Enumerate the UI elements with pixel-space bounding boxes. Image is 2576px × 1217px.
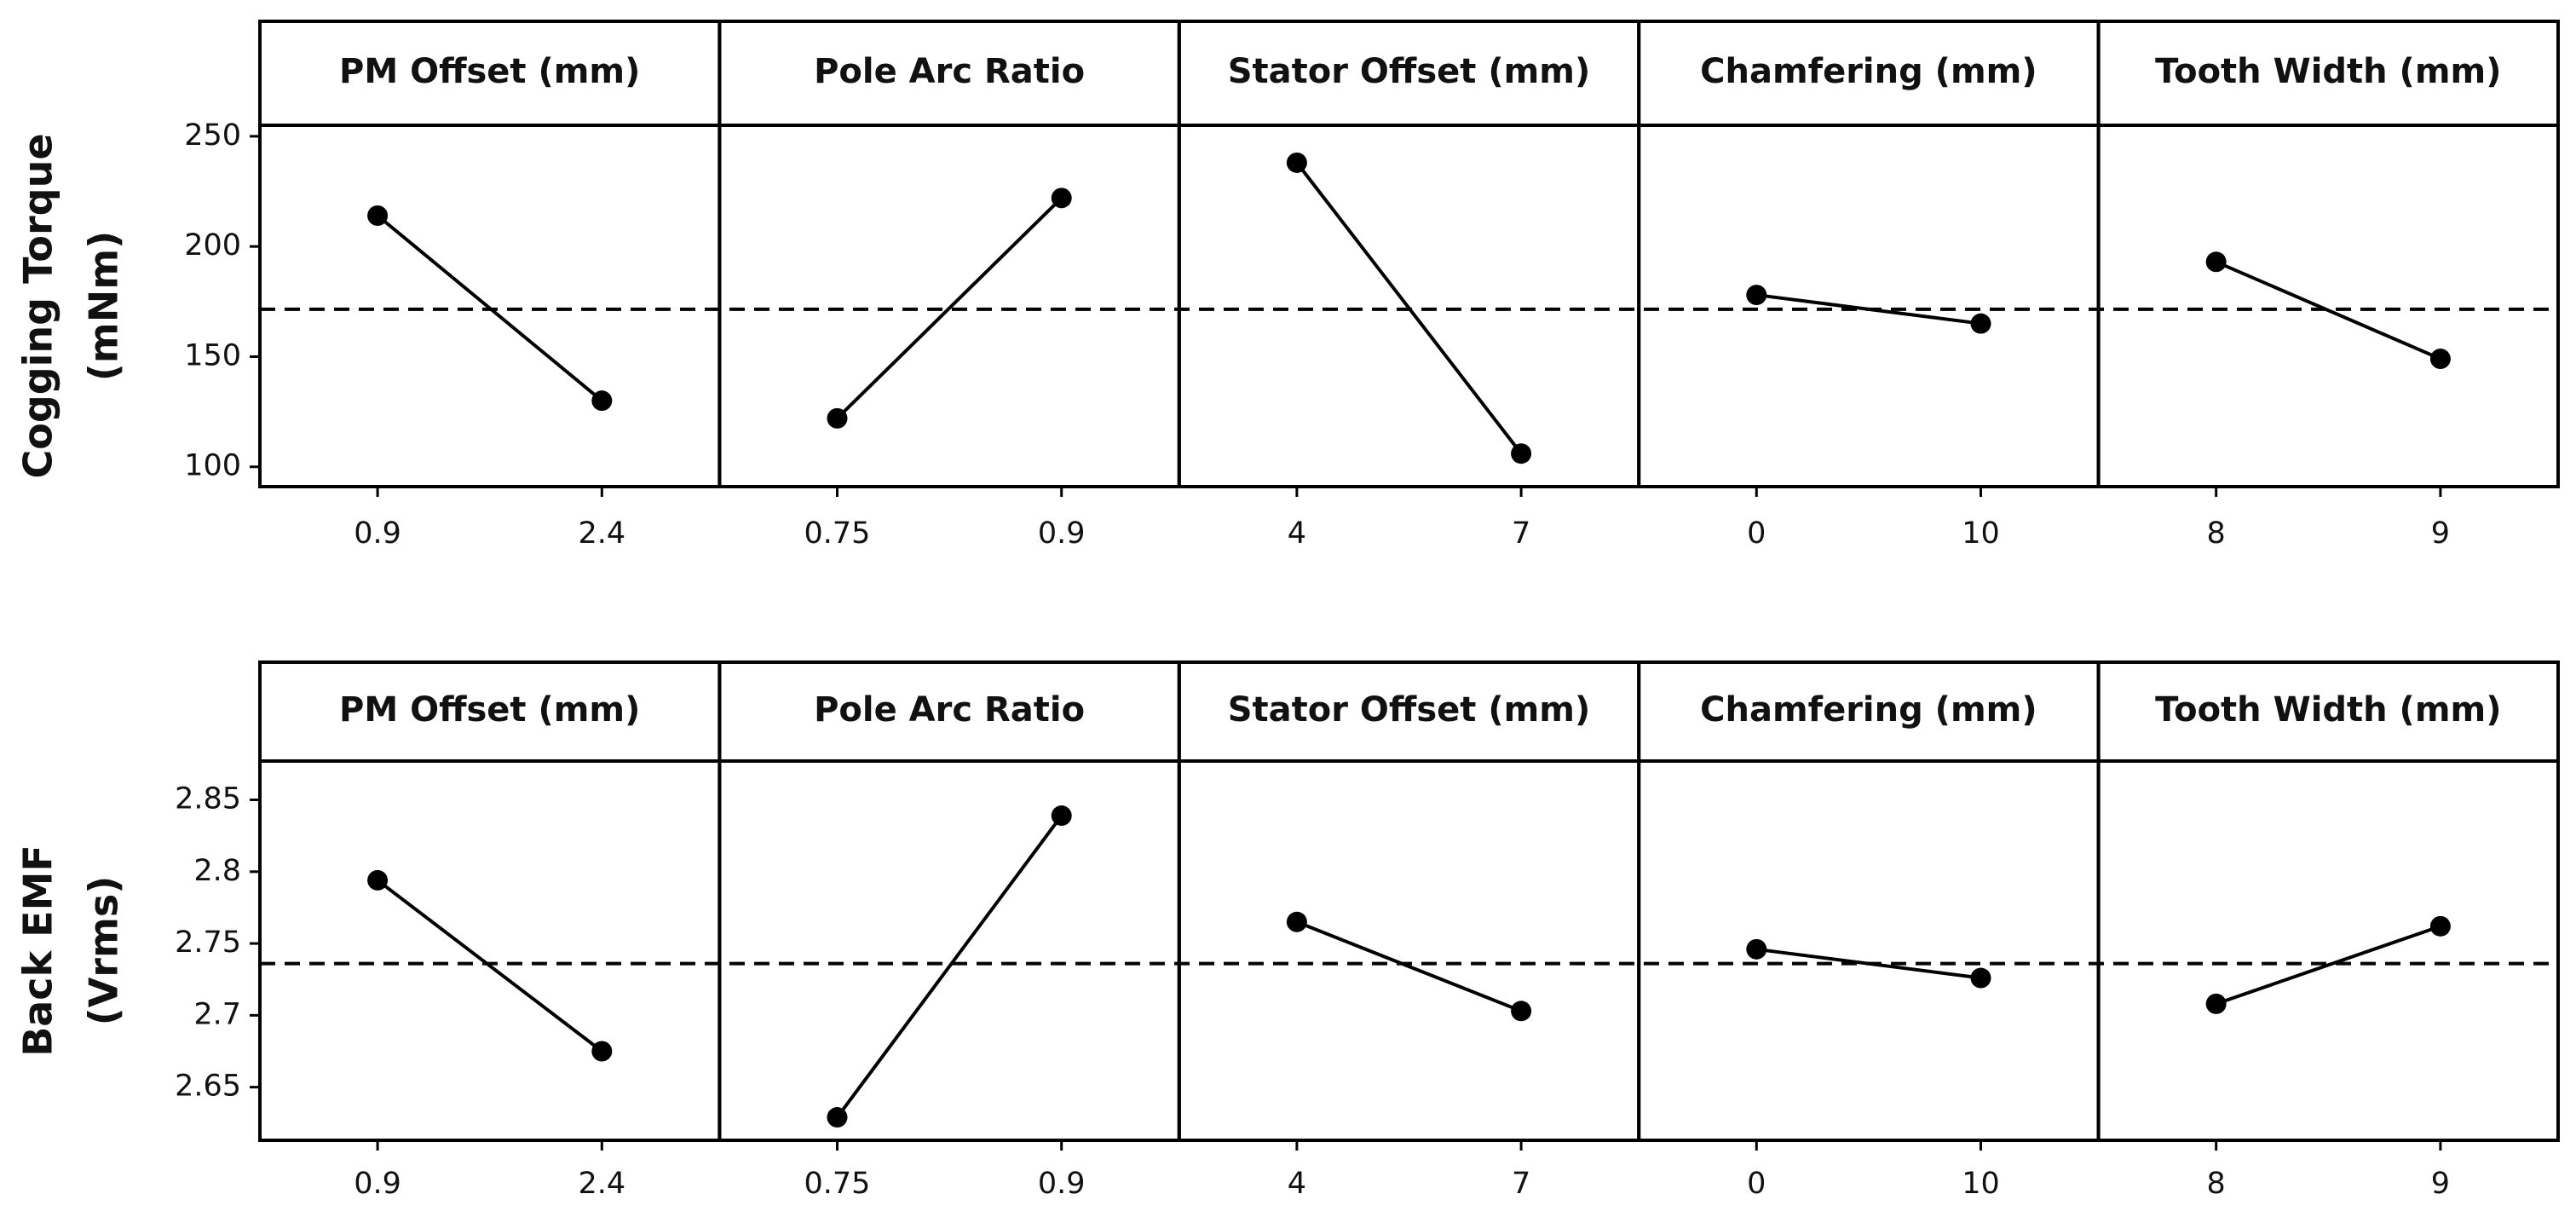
point	[1970, 967, 1991, 989]
point	[1511, 1001, 1532, 1022]
y-tick-label: 100	[184, 449, 241, 483]
effect-line	[2215, 260, 2441, 360]
effect-line	[1296, 920, 1522, 1013]
point	[1511, 443, 1532, 464]
panel-frame	[1177, 660, 1641, 1142]
point	[2205, 993, 2227, 1014]
point	[367, 869, 389, 891]
point	[1286, 152, 1307, 173]
x-tick-label: 0.9	[1038, 1167, 1086, 1201]
point	[1746, 285, 1767, 306]
x-tick-label: 0.9	[1038, 516, 1086, 551]
point	[1051, 805, 1072, 827]
y-tick-label: 2.7	[193, 997, 241, 1031]
point	[2205, 251, 2227, 273]
x-tick-label: 8	[2207, 516, 2226, 551]
y-tick-label: 2.8	[193, 854, 241, 888]
effect-line	[1756, 947, 1981, 980]
y-axis-label: Back EMF	[15, 845, 61, 1057]
panel-frame	[1637, 660, 2101, 1142]
panel-frame	[258, 660, 722, 1142]
x-tick-label: 2.4	[578, 516, 625, 551]
panel-title: PM Offset (mm)	[339, 52, 640, 91]
point	[2429, 915, 2451, 937]
y-tick-label: 200	[184, 228, 241, 262]
x-tick-label: 0.75	[804, 516, 871, 551]
point	[1746, 938, 1767, 960]
x-tick-label: 9	[2431, 516, 2450, 551]
point	[1286, 911, 1307, 932]
panel-title: Tooth Width (mm)	[2155, 690, 2501, 730]
effect-line	[836, 196, 1063, 420]
x-tick-label: 7	[1512, 1167, 1530, 1201]
effect-line	[2216, 924, 2441, 1006]
effect-line	[1295, 161, 1523, 455]
point	[827, 407, 848, 429]
x-tick-label: 9	[2431, 1167, 2450, 1201]
panel-frame	[717, 660, 1181, 1142]
x-tick-label: 8	[2207, 1167, 2226, 1201]
point	[1051, 187, 1072, 209]
panel-title: Pole Arc Ratio	[814, 690, 1085, 730]
x-tick-label: 4	[1288, 516, 1306, 551]
x-tick-label: 0.75	[804, 1167, 871, 1201]
y-axis-label: Cogging Torque	[15, 133, 61, 478]
panel-title: Chamfering (mm)	[1700, 52, 2037, 91]
x-tick-label: 2.4	[578, 1167, 625, 1201]
x-tick-label: 7	[1512, 516, 1530, 551]
panel-title: Stator Offset (mm)	[1228, 52, 1591, 91]
point	[1970, 313, 1991, 334]
x-tick-label: 0	[1747, 516, 1766, 551]
panel-title: Pole Arc Ratio	[814, 52, 1085, 91]
x-tick-label: 0	[1747, 1167, 1766, 1201]
effect-line	[1756, 293, 1981, 326]
y-axis-label: (mNm)	[81, 231, 127, 381]
effect-line	[376, 879, 603, 1053]
y-axis-label: (Vrms)	[81, 876, 127, 1026]
effect-line	[376, 214, 603, 402]
x-tick-label: 10	[1962, 1167, 2000, 1201]
x-tick-label: 10	[1962, 516, 2000, 551]
point	[2429, 349, 2451, 370]
x-tick-label: 0.9	[354, 1167, 401, 1201]
y-tick-label: 2.65	[175, 1070, 241, 1104]
y-tick-label: 2.85	[175, 782, 241, 816]
x-tick-label: 0.9	[354, 516, 401, 551]
y-tick-label: 150	[184, 338, 241, 372]
y-tick-label: 250	[184, 118, 241, 153]
point	[827, 1107, 848, 1128]
point	[367, 205, 389, 226]
panel-title: Tooth Width (mm)	[2155, 52, 2501, 91]
panel-title: PM Offset (mm)	[339, 690, 640, 730]
y-tick-label: 2.75	[175, 926, 241, 960]
effect-line	[835, 814, 1063, 1119]
panel-title: Chamfering (mm)	[1700, 690, 2037, 730]
panel-frame	[2096, 660, 2561, 1142]
x-tick-label: 4	[1288, 1167, 1306, 1201]
panel-title: Stator Offset (mm)	[1228, 690, 1591, 730]
point	[591, 1041, 613, 1062]
panel-frame	[2096, 20, 2561, 488]
point	[591, 390, 613, 412]
